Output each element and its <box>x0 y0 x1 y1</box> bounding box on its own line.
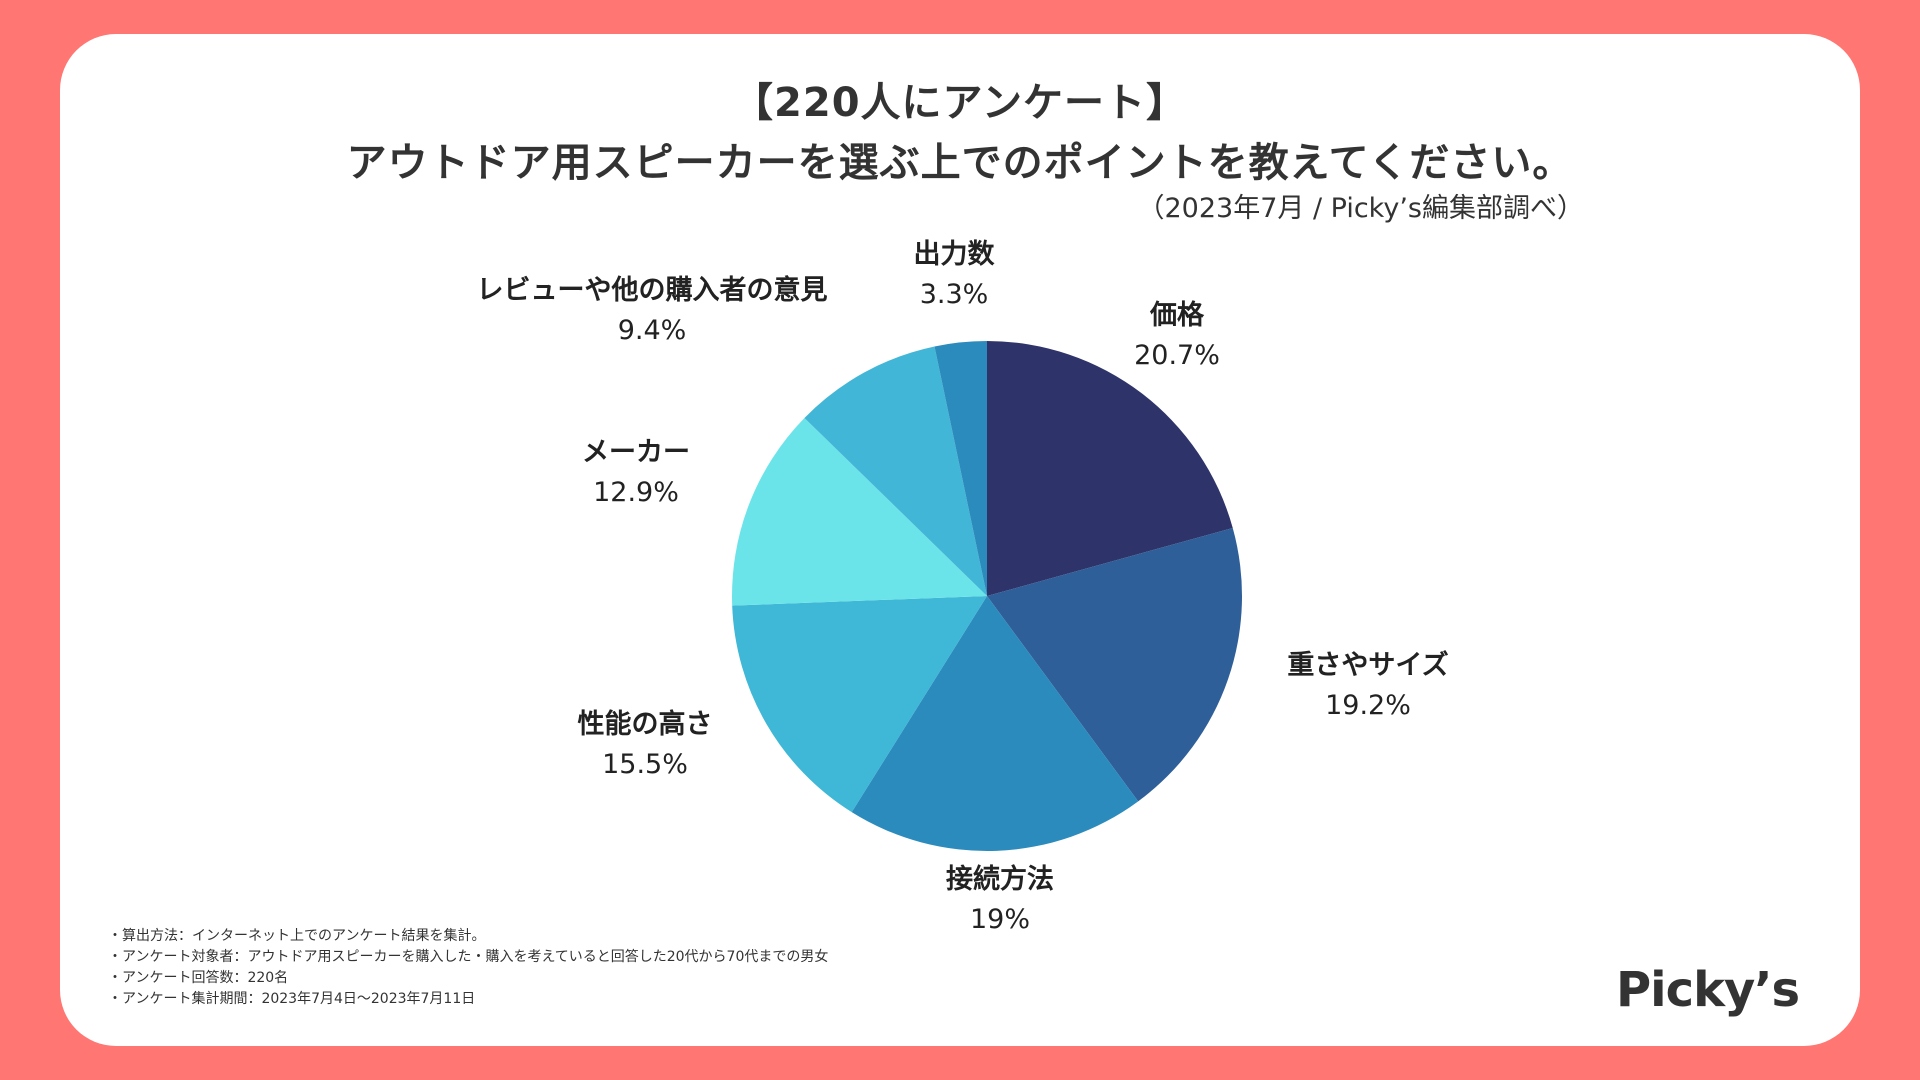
slice-value: 9.4% <box>617 315 687 346</box>
pickys-logo: Picky’s <box>1616 962 1800 1018</box>
pie-slice-4 <box>732 596 987 813</box>
slice-label-6: レビューや他の購入者の意見 9.4% <box>477 271 828 351</box>
slice-value: 15.5% <box>602 749 688 780</box>
chart-title-line-2: アウトドア用スピーカーを選ぶ上でのポイントを教えてください。 <box>346 140 1574 186</box>
note-period: アンケート集計期間：2023年7月4日〜2023年7月11日 <box>108 989 828 1010</box>
slice-name: 重さやサイズ <box>1287 650 1449 681</box>
note-method: 算出方法：インターネット上でのアンケート結果を集計。 <box>108 926 828 947</box>
slice-label-1: 価格 20.7% <box>1134 296 1220 376</box>
slice-label-7: 出力数 3.3% <box>914 235 995 315</box>
slice-name: 性能の高さ <box>577 709 713 740</box>
slice-label-3: 接続方法 19% <box>946 860 1054 940</box>
slice-value: 19.2% <box>1325 690 1411 721</box>
slice-label-4: 性能の高さ 15.5% <box>578 705 713 785</box>
slice-value: 3.3% <box>919 279 989 310</box>
slice-label-5: メーカー 12.9% <box>582 433 690 513</box>
note-count: アンケート回答数：220名 <box>108 968 828 989</box>
chart-title-line-1: 【220人にアンケート】 <box>733 80 1187 126</box>
slice-name: 出力数 <box>913 239 995 270</box>
slice-name: 価格 <box>1150 300 1204 331</box>
survey-notes: 算出方法：インターネット上でのアンケート結果を集計。 アンケート対象者：アウトド… <box>108 926 828 1010</box>
pie-slice-1 <box>987 341 1233 596</box>
slice-value: 12.9% <box>593 477 679 508</box>
slice-value: 19% <box>969 904 1030 935</box>
slice-label-2: 重さやサイズ 19.2% <box>1287 646 1448 726</box>
pie-slice-5 <box>731 417 987 606</box>
source-note: （2023年7月 / Picky’s編集部調べ） <box>1137 193 1585 224</box>
pie-slice-6 <box>804 346 987 596</box>
pie-slice-3 <box>851 596 1139 851</box>
pie-slice-2 <box>987 527 1242 802</box>
slice-value: 20.7% <box>1134 340 1220 371</box>
slice-name: レビューや他の購入者の意見 <box>476 275 828 306</box>
slice-name: 接続方法 <box>946 864 1054 895</box>
note-target: アンケート対象者：アウトドア用スピーカーを購入した・購入を考えていると回答した2… <box>108 947 828 968</box>
pie-slice-7 <box>934 341 987 596</box>
slice-name: メーカー <box>582 437 690 468</box>
